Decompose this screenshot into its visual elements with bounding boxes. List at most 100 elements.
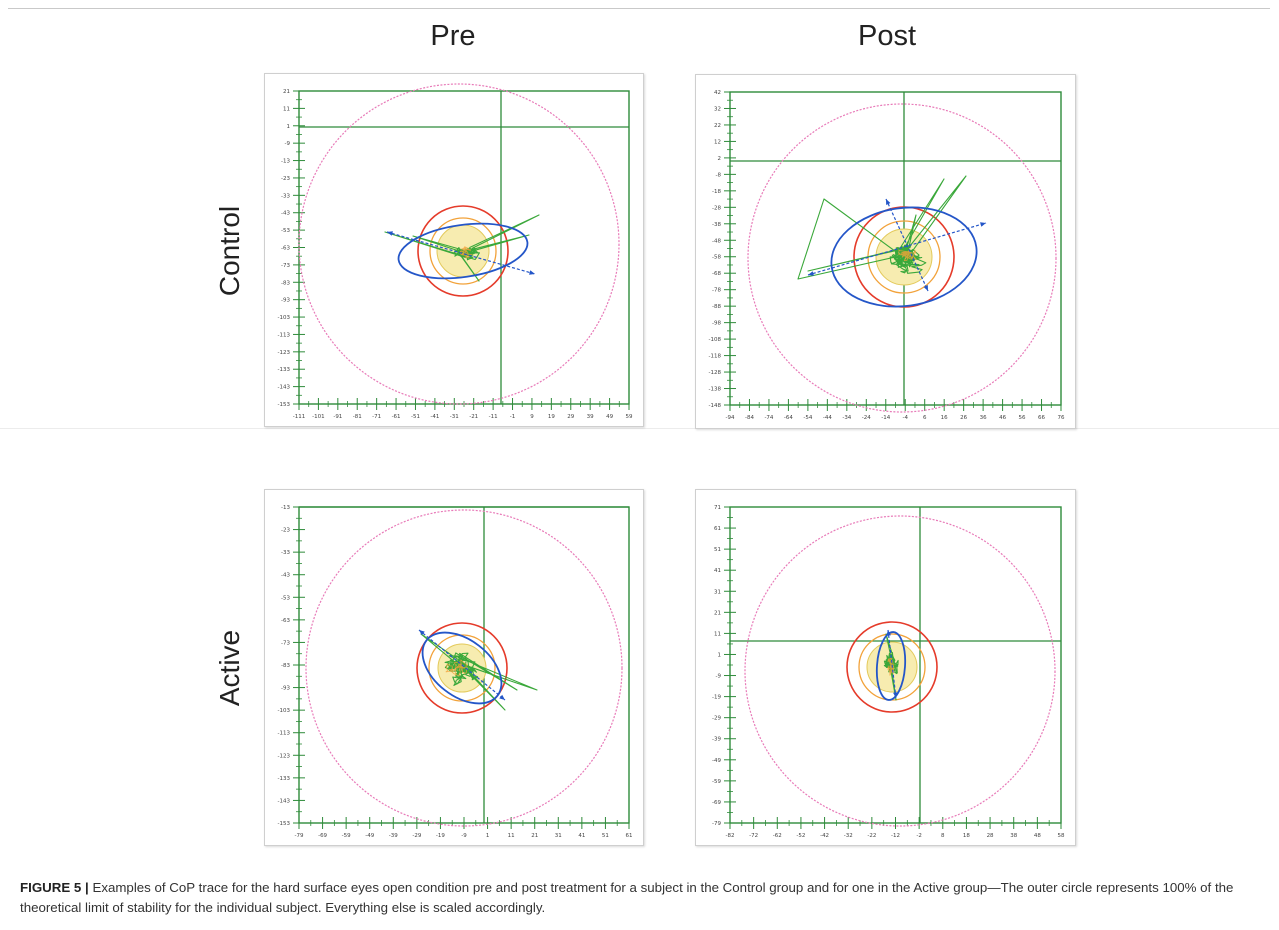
y-tick-label: -133 bbox=[278, 367, 291, 373]
x-tick-label: 38 bbox=[1010, 833, 1017, 839]
panel-control-post: 42 32 22 12 2 -8 -18 -28 -38 -48 -58 -68 -78 -88 -98 -1… bbox=[695, 74, 1076, 429]
ellipse-axis-arrowhead bbox=[923, 285, 928, 291]
y-tick-label: -13 bbox=[281, 159, 290, 165]
y-tick-label: 31 bbox=[714, 589, 721, 595]
x-tick-label: 8 bbox=[941, 833, 945, 839]
row-separator bbox=[0, 428, 1279, 429]
cop-plot: 42 32 22 12 2 -8 -18 -28 -38 -48 -58 -68 -78 -88 -98 -1… bbox=[709, 90, 1065, 421]
x-tick-label: -9 bbox=[461, 833, 467, 839]
panel-active-pre: -13 -23 -33 -43 -53 -63 -73 -83 -93 -103 -113 -123 -… bbox=[264, 489, 644, 846]
y-tick-label: -23 bbox=[281, 176, 290, 182]
x-tick-label: -34 bbox=[842, 415, 851, 421]
ellipse-axis-arrowhead bbox=[980, 222, 986, 227]
y-tick-label: -88 bbox=[712, 304, 721, 310]
inner-circle-red bbox=[416, 622, 508, 714]
x-tick-label: -61 bbox=[392, 414, 401, 420]
ellipse-axis bbox=[885, 198, 929, 292]
y-tick-label: -38 bbox=[712, 222, 721, 228]
x-tick-label: 61 bbox=[626, 833, 633, 839]
y-tick-label: -63 bbox=[281, 618, 290, 624]
x-tick-label: -31 bbox=[450, 414, 459, 420]
ellipse-axis bbox=[807, 222, 987, 276]
y-tick-label: -9 bbox=[716, 674, 722, 680]
x-tick-label: -52 bbox=[796, 833, 805, 839]
x-tick-label: -71 bbox=[372, 414, 381, 420]
y-tick-label: -53 bbox=[281, 228, 290, 234]
x-tick-label: 76 bbox=[1058, 415, 1065, 421]
inner-circle-red bbox=[417, 205, 509, 297]
y-tick-label: -138 bbox=[709, 387, 722, 393]
ellipse-axis-arrowhead bbox=[893, 692, 898, 698]
x-tick-label: -79 bbox=[295, 833, 304, 839]
y-tick-label: -133 bbox=[278, 776, 291, 782]
x-tick-label: 46 bbox=[999, 415, 1006, 421]
y-tick-label: -18 bbox=[712, 189, 721, 195]
y-tick-label: -68 bbox=[712, 271, 721, 277]
y-tick-label: -73 bbox=[281, 263, 290, 269]
x-tick-label: 19 bbox=[548, 414, 555, 420]
ellipse-axis-arrowhead bbox=[387, 231, 393, 236]
y-tick-label: -153 bbox=[278, 821, 291, 827]
ellipse-axis-arrowhead bbox=[529, 270, 535, 275]
y-tick-label: 21 bbox=[714, 610, 721, 616]
y-tick-label: 11 bbox=[714, 631, 721, 637]
x-tick-label: -24 bbox=[862, 415, 871, 421]
ellipse-axis bbox=[418, 629, 506, 701]
x-tick-label: -62 bbox=[773, 833, 782, 839]
y-tick-label: -148 bbox=[709, 403, 722, 409]
y-tick-label: -118 bbox=[709, 354, 722, 360]
y-tick-label: -58 bbox=[712, 255, 721, 261]
cop-trace-secondary bbox=[445, 659, 469, 677]
y-tick-label: 41 bbox=[714, 568, 721, 574]
y-tick-label: -103 bbox=[278, 315, 291, 321]
x-tick-label: -1 bbox=[510, 414, 515, 420]
y-tick-label: -98 bbox=[712, 321, 721, 327]
y-tick-label: -108 bbox=[709, 337, 722, 343]
x-tick-label: -82 bbox=[726, 833, 735, 839]
x-tick-label: -19 bbox=[436, 833, 445, 839]
row-header-active: Active bbox=[214, 629, 245, 707]
y-tick-label: -103 bbox=[278, 708, 291, 714]
y-tick-label: -28 bbox=[712, 205, 721, 211]
x-tick-label: 48 bbox=[1034, 833, 1041, 839]
y-tick-label: 1 bbox=[287, 124, 291, 130]
x-tick-label: 56 bbox=[1019, 415, 1026, 421]
figure-caption: FIGURE 5 | Examples of CoP trace for the… bbox=[20, 878, 1255, 918]
y-tick-label: -69 bbox=[712, 800, 721, 806]
x-tick-label: -12 bbox=[891, 833, 900, 839]
x-tick-label: -32 bbox=[844, 833, 853, 839]
x-tick-label: 26 bbox=[960, 415, 967, 421]
confidence-ellipse bbox=[830, 206, 978, 308]
x-tick-label: -42 bbox=[820, 833, 829, 839]
x-tick-label: 1 bbox=[486, 833, 490, 839]
x-tick-label: -69 bbox=[318, 833, 327, 839]
y-tick-label: -73 bbox=[281, 640, 290, 646]
cop-plot: 716151413121111-9-19-29-39-49-59-69-79-8… bbox=[712, 505, 1065, 839]
x-tick-label: -39 bbox=[389, 833, 398, 839]
y-tick-label: -29 bbox=[712, 716, 721, 722]
confidence-ellipse bbox=[875, 631, 907, 701]
x-tick-label: 9 bbox=[530, 414, 534, 420]
y-tick-label: 71 bbox=[714, 505, 721, 511]
x-tick-label: -21 bbox=[469, 414, 478, 420]
y-tick-label: -19 bbox=[712, 695, 721, 701]
y-tick-label: 21 bbox=[283, 89, 290, 95]
y-tick-label: -153 bbox=[278, 402, 291, 408]
x-tick-label: -4 bbox=[902, 415, 908, 421]
figure-frame bbox=[8, 8, 1270, 923]
caption-text: Examples of CoP trace for the hard surfa… bbox=[20, 880, 1234, 915]
y-tick-label: -113 bbox=[278, 332, 291, 338]
y-tick-label: 1 bbox=[718, 652, 722, 658]
confidence-ellipse bbox=[421, 631, 503, 705]
x-tick-label: -11 bbox=[489, 414, 498, 420]
panel-control-pre: 21 11 1 -9 -13 -23 -33 -43 -53 -63 -73 -83 -93 -103 -1… bbox=[264, 73, 644, 427]
x-tick-label: -72 bbox=[749, 833, 758, 839]
x-tick-label: -54 bbox=[803, 415, 812, 421]
cop-plot: 21111-9-13-23-33-43-53-63-73-83-93-103-1… bbox=[278, 83, 633, 420]
x-tick-label: -74 bbox=[764, 415, 773, 421]
x-tick-label: 29 bbox=[567, 414, 574, 420]
x-tick-label: -101 bbox=[312, 414, 324, 420]
x-tick-label: -51 bbox=[411, 414, 420, 420]
stability-limit-circle bbox=[298, 83, 620, 405]
x-tick-label: -81 bbox=[353, 414, 362, 420]
